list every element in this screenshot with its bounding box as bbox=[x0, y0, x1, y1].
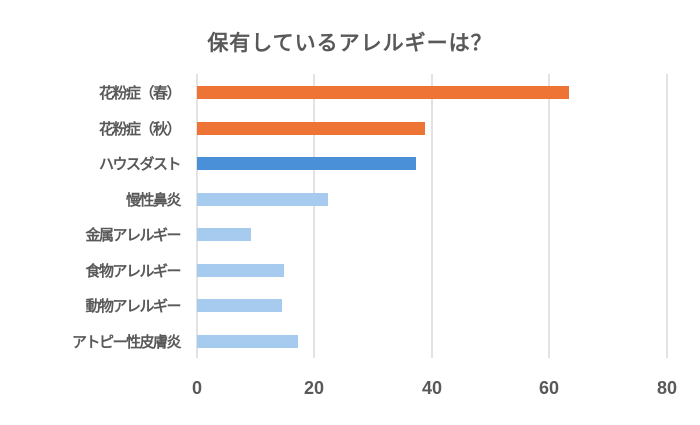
gridline-20 bbox=[313, 74, 315, 358]
bar bbox=[197, 299, 283, 312]
y-label: 動物アレルギー bbox=[85, 297, 181, 315]
bar bbox=[197, 228, 252, 241]
y-label: 金属アレルギー bbox=[85, 226, 181, 244]
x-tick: 60 bbox=[538, 378, 560, 398]
bar bbox=[197, 334, 299, 348]
gridline-0 bbox=[196, 74, 198, 358]
x-tick: 80 bbox=[656, 378, 678, 398]
y-label: アトピー性皮膚炎 bbox=[71, 333, 182, 351]
x-tick: 40 bbox=[421, 378, 443, 398]
bar bbox=[197, 157, 417, 170]
y-label: ハウスダスト bbox=[98, 155, 182, 173]
x-tick: 20 bbox=[303, 378, 325, 398]
y-label: 花粉症（春） bbox=[98, 84, 182, 102]
y-label: 花粉症（秋） bbox=[98, 120, 182, 138]
gridline-40 bbox=[431, 74, 433, 358]
y-label: 慢性鼻炎 bbox=[125, 191, 182, 209]
bar bbox=[197, 192, 328, 206]
bar bbox=[197, 121, 425, 135]
x-tick: 0 bbox=[191, 378, 203, 398]
bar bbox=[197, 86, 570, 99]
gridline-60 bbox=[548, 74, 550, 358]
gridline-80 bbox=[666, 74, 668, 358]
bar bbox=[197, 263, 284, 277]
chart-title: 保有しているアレルギーは？ bbox=[207, 31, 493, 55]
y-label: 食物アレルギー bbox=[85, 262, 181, 280]
